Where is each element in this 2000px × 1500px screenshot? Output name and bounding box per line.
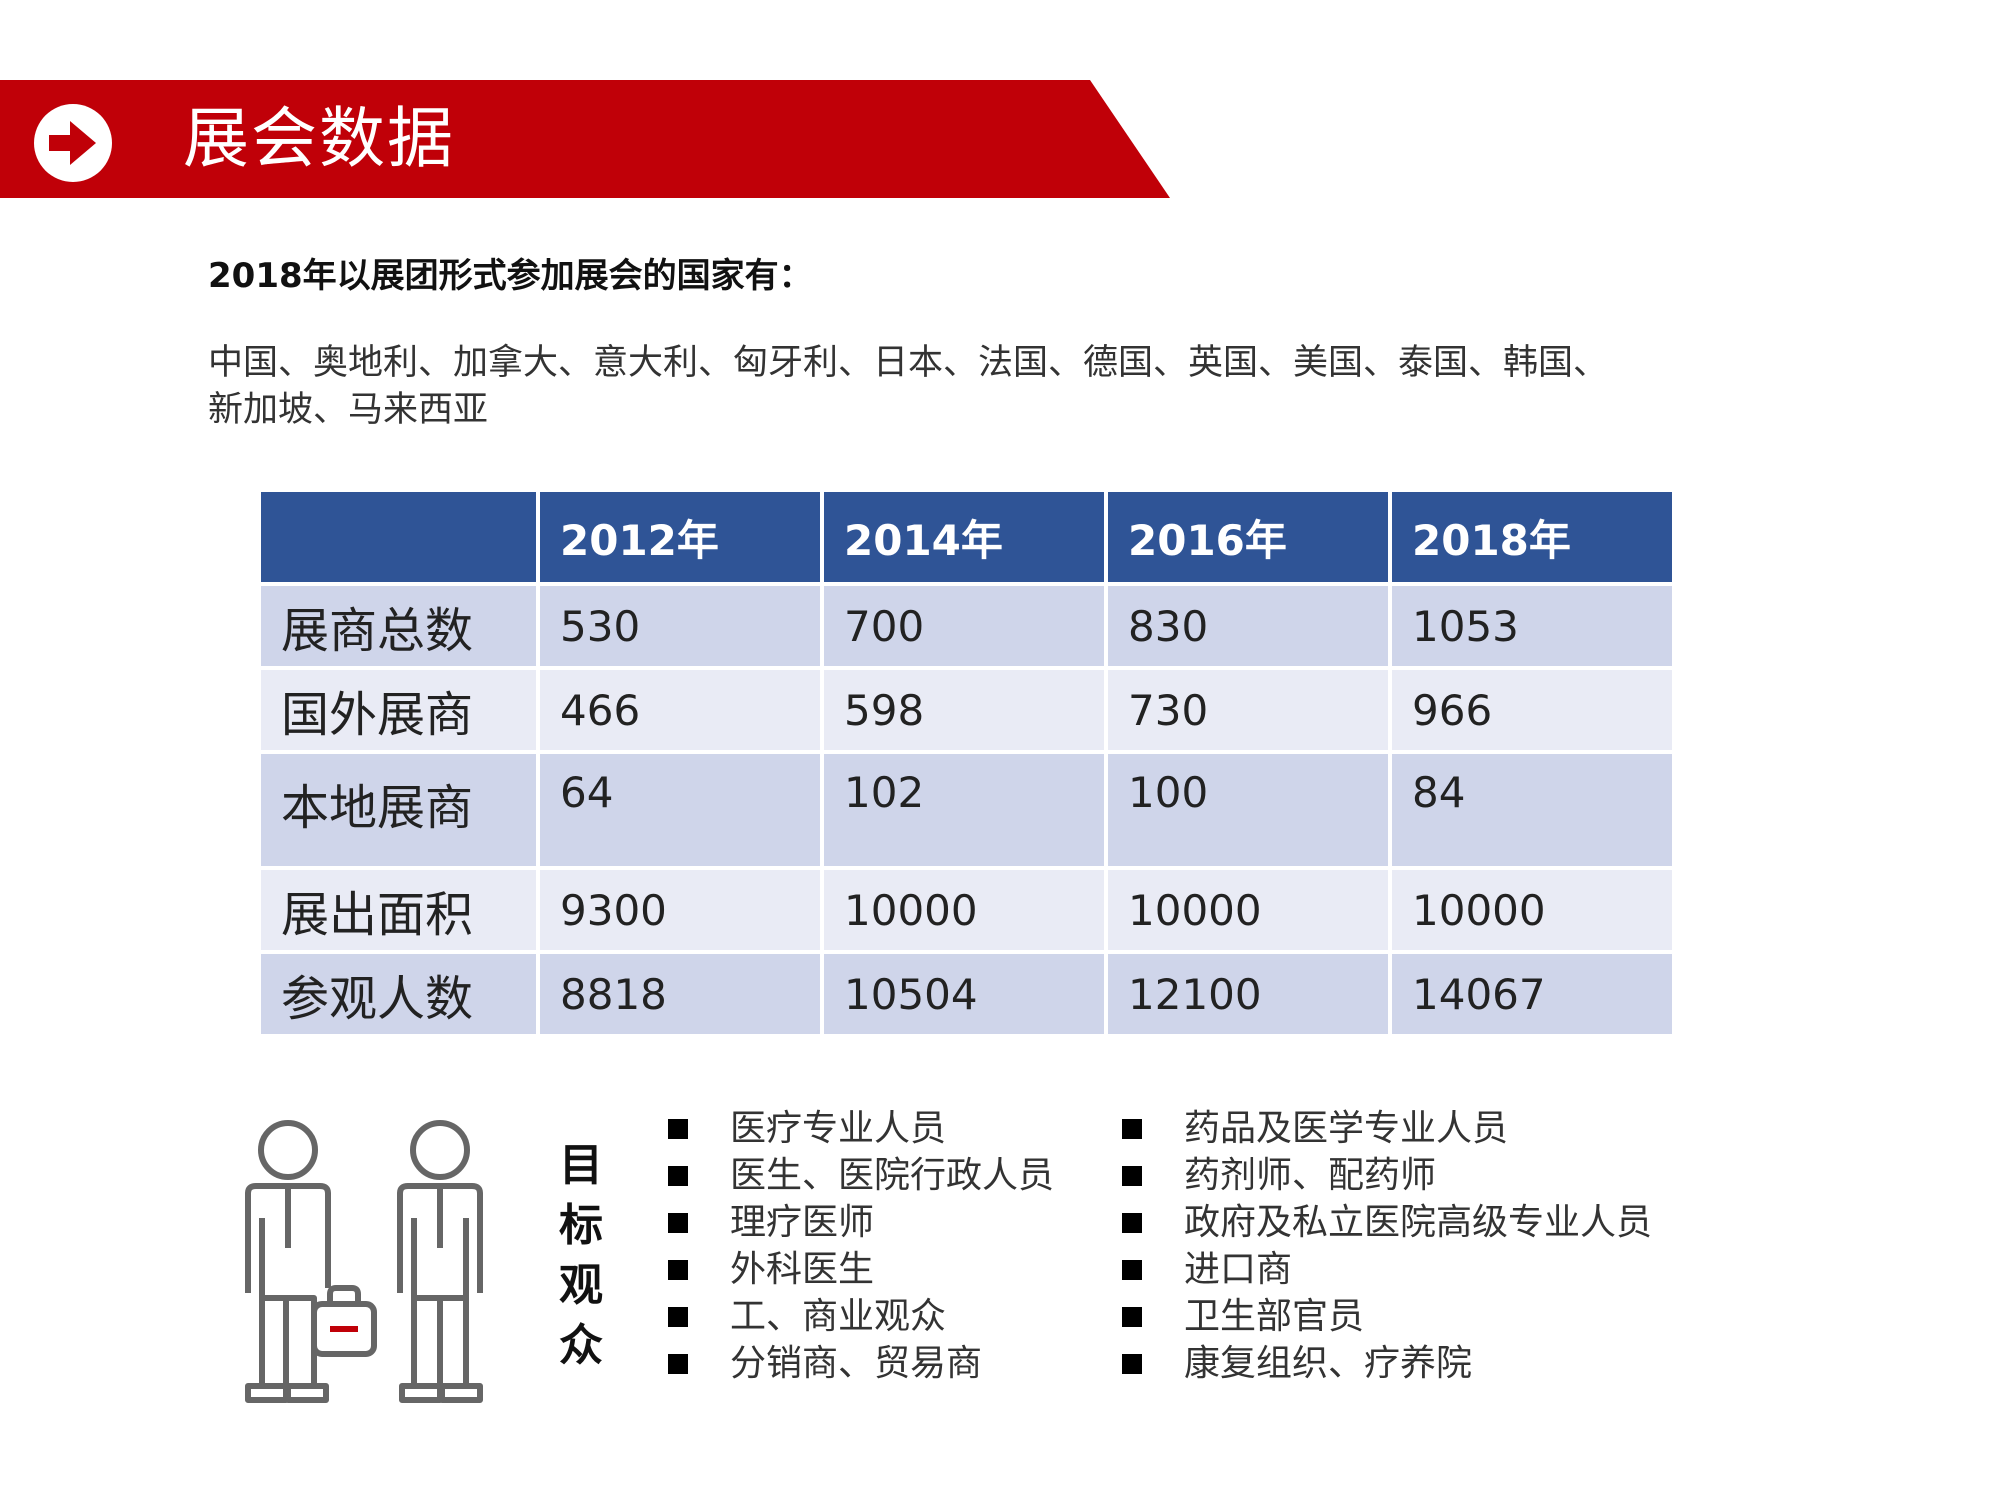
table-corner-cell — [261, 492, 536, 582]
audience-label-char: 众 — [559, 1320, 603, 1371]
square-bullet-icon — [668, 1212, 688, 1233]
square-bullet-icon — [1122, 1306, 1142, 1327]
square-bullet-icon — [1122, 1118, 1142, 1139]
arrow-right-circle-icon — [34, 104, 112, 182]
square-bullet-icon — [668, 1118, 688, 1139]
table-cell: 530 — [540, 586, 820, 666]
exhibition-stats-table: 2012年 2014年 2016年 2018年 展商总数 530 700 830… — [257, 488, 1676, 1038]
audience-label-char: 目 — [559, 1140, 603, 1191]
square-bullet-icon — [1122, 1259, 1142, 1280]
list-item-text: 外科医生 — [730, 1249, 875, 1290]
table-cell: 14067 — [1392, 954, 1672, 1034]
table-cell: 700 — [824, 586, 1104, 666]
page-title: 展会数据 — [183, 100, 455, 177]
table-row: 国外展商 466 598 730 966 — [261, 670, 1672, 750]
list-item: 外科医生 — [668, 1246, 1054, 1293]
table-cell: 10000 — [1108, 870, 1388, 950]
audience-list-left: 医疗专业人员 医生、医院行政人员 理疗医师 外科医生 工、商业观众 分销商、贸易… — [668, 1105, 1054, 1387]
square-bullet-icon — [1122, 1165, 1142, 1186]
list-item: 政府及私立医院高级专业人员 — [1122, 1199, 1652, 1246]
list-item-text: 医疗专业人员 — [730, 1108, 947, 1149]
table-cell: 8818 — [540, 954, 820, 1034]
square-bullet-icon — [668, 1165, 688, 1186]
row-label: 本地展商 — [261, 754, 536, 866]
target-audience-label: 目 标 观 众 — [556, 1136, 606, 1376]
table-cell: 598 — [824, 670, 1104, 750]
table-cell: 966 — [1392, 670, 1672, 750]
table-cell: 10504 — [824, 954, 1104, 1034]
list-item: 医疗专业人员 — [668, 1105, 1054, 1152]
col-header-2016: 2016年 — [1108, 492, 1388, 582]
table-row: 展商总数 530 700 830 1053 — [261, 586, 1672, 666]
table-cell: 466 — [540, 670, 820, 750]
list-item-text: 理疗医师 — [730, 1202, 875, 1243]
list-item: 理疗医师 — [668, 1199, 1054, 1246]
square-bullet-icon — [1122, 1353, 1142, 1374]
table-cell: 830 — [1108, 586, 1388, 666]
table-cell: 730 — [1108, 670, 1388, 750]
square-bullet-icon — [668, 1353, 688, 1374]
square-bullet-icon — [668, 1259, 688, 1280]
list-item-text: 工、商业观众 — [730, 1296, 947, 1337]
list-item-text: 进口商 — [1184, 1249, 1293, 1290]
list-item-text: 药品及医学专业人员 — [1184, 1108, 1509, 1149]
intro-heading: 2018年以展团形式参加展会的国家有： — [208, 256, 813, 296]
col-header-2014: 2014年 — [824, 492, 1104, 582]
doctors-with-medical-kit-icon — [245, 1120, 483, 1403]
table-cell: 9300 — [540, 870, 820, 950]
row-label: 国外展商 — [261, 670, 536, 750]
row-label: 展商总数 — [261, 586, 536, 666]
list-item-text: 康复组织、疗养院 — [1184, 1343, 1473, 1384]
list-item-text: 医生、医院行政人员 — [730, 1155, 1055, 1196]
col-header-2012: 2012年 — [540, 492, 820, 582]
table-row: 参观人数 8818 10504 12100 14067 — [261, 954, 1672, 1034]
table-row: 本地展商 64 102 100 84 — [261, 754, 1672, 866]
list-item: 工、商业观众 — [668, 1293, 1054, 1340]
section-banner: 展会数据 — [0, 80, 1170, 198]
table-cell: 12100 — [1108, 954, 1388, 1034]
row-label: 参观人数 — [261, 954, 536, 1034]
list-item: 药剂师、配药师 — [1122, 1152, 1652, 1199]
country-list-line-1: 中国、奥地利、加拿大、意大利、匈牙利、日本、法国、德国、英国、美国、泰国、韩国、 — [208, 343, 1609, 383]
list-item: 卫生部官员 — [1122, 1293, 1652, 1340]
table-cell: 10000 — [824, 870, 1104, 950]
table-cell: 84 — [1392, 754, 1672, 866]
list-item-text: 政府及私立医院高级专业人员 — [1184, 1202, 1653, 1243]
list-item-text: 分销商、贸易商 — [730, 1343, 983, 1384]
table-header-row: 2012年 2014年 2016年 2018年 — [261, 492, 1672, 582]
country-list-line-2: 新加坡、马来西亚 — [208, 390, 489, 430]
list-item: 康复组织、疗养院 — [1122, 1340, 1652, 1387]
square-bullet-icon — [1122, 1212, 1142, 1233]
audience-label-char: 标 — [559, 1200, 603, 1251]
list-item: 药品及医学专业人员 — [1122, 1105, 1652, 1152]
list-item: 进口商 — [1122, 1246, 1652, 1293]
col-header-2018: 2018年 — [1392, 492, 1672, 582]
country-list: 中国、奥地利、加拿大、意大利、匈牙利、日本、法国、德国、英国、美国、泰国、韩国、… — [208, 340, 1808, 434]
table-cell: 1053 — [1392, 586, 1672, 666]
list-item-text: 药剂师、配药师 — [1184, 1155, 1437, 1196]
square-bullet-icon — [668, 1306, 688, 1327]
table-cell: 64 — [540, 754, 820, 866]
table-cell: 102 — [824, 754, 1104, 866]
table-cell: 10000 — [1392, 870, 1672, 950]
row-label: 展出面积 — [261, 870, 536, 950]
list-item-text: 卫生部官员 — [1184, 1296, 1365, 1337]
table-row: 展出面积 9300 10000 10000 10000 — [261, 870, 1672, 950]
table-cell: 100 — [1108, 754, 1388, 866]
list-item: 分销商、贸易商 — [668, 1340, 1054, 1387]
audience-list-right: 药品及医学专业人员 药剂师、配药师 政府及私立医院高级专业人员 进口商 卫生部官… — [1122, 1105, 1652, 1387]
list-item: 医生、医院行政人员 — [668, 1152, 1054, 1199]
audience-label-char: 观 — [559, 1260, 603, 1311]
